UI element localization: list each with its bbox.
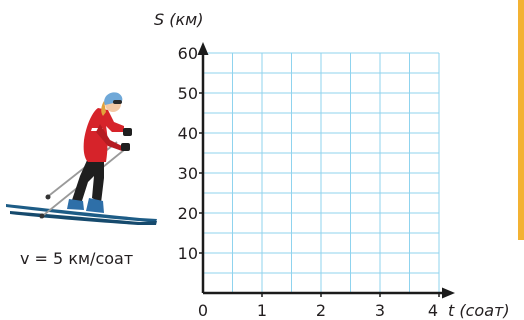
skier-boot-back (67, 199, 84, 210)
skier-glove-lower (121, 143, 130, 151)
y-tick-label: 60 (178, 44, 198, 63)
pole-basket-back (45, 194, 51, 200)
pole-basket-front (39, 213, 45, 219)
y-tick-label: 30 (178, 164, 198, 183)
x-tick-label: 3 (375, 301, 385, 320)
x-tick-label: 1 (257, 301, 267, 320)
y-tick-label: 50 (178, 84, 198, 103)
y-axis-arrow-icon (197, 42, 209, 55)
x-axis-title: t (соат) (448, 301, 510, 320)
x-tick-label: 4 (428, 301, 438, 320)
skier-legs (72, 158, 104, 204)
x-tick-label: 0 (198, 301, 208, 320)
speed-label: v = 5 км/соат (20, 249, 133, 268)
skier-hair (101, 101, 106, 116)
skier-boot-front (86, 198, 104, 213)
skier-glove-upper (123, 128, 132, 136)
y-tick-label: 10 (178, 244, 198, 263)
x-tick-labels: 0 1 2 3 4 (198, 293, 440, 320)
y-axis-title: S (км) (154, 10, 203, 29)
y-tick-label: 20 (178, 204, 198, 223)
back-ski (6, 204, 157, 222)
x-axis-arrow-icon (442, 287, 455, 299)
x-tick-label: 2 (316, 301, 326, 320)
skier-goggles (113, 100, 122, 104)
page-edge-strip (518, 0, 524, 240)
skier-illustration (6, 92, 157, 225)
front-ski (10, 211, 157, 225)
skier-arm (96, 124, 122, 151)
y-tick-labels: 60 50 40 30 20 10 (178, 44, 203, 263)
coordinate-grid (202, 52, 440, 294)
y-tick-label: 40 (178, 124, 198, 143)
